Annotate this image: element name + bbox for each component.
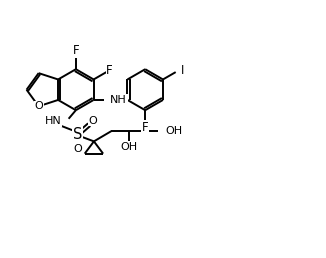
Text: O: O	[34, 101, 43, 111]
Text: OH: OH	[120, 142, 137, 152]
Text: O: O	[74, 144, 82, 154]
Text: NH: NH	[111, 95, 127, 105]
Text: I: I	[181, 64, 184, 77]
Text: F: F	[73, 44, 79, 57]
Text: O: O	[88, 116, 97, 126]
Text: S: S	[73, 127, 82, 142]
Text: F: F	[106, 64, 113, 77]
Text: HN: HN	[45, 116, 62, 126]
Text: OH: OH	[165, 126, 182, 136]
Text: F: F	[142, 121, 149, 134]
